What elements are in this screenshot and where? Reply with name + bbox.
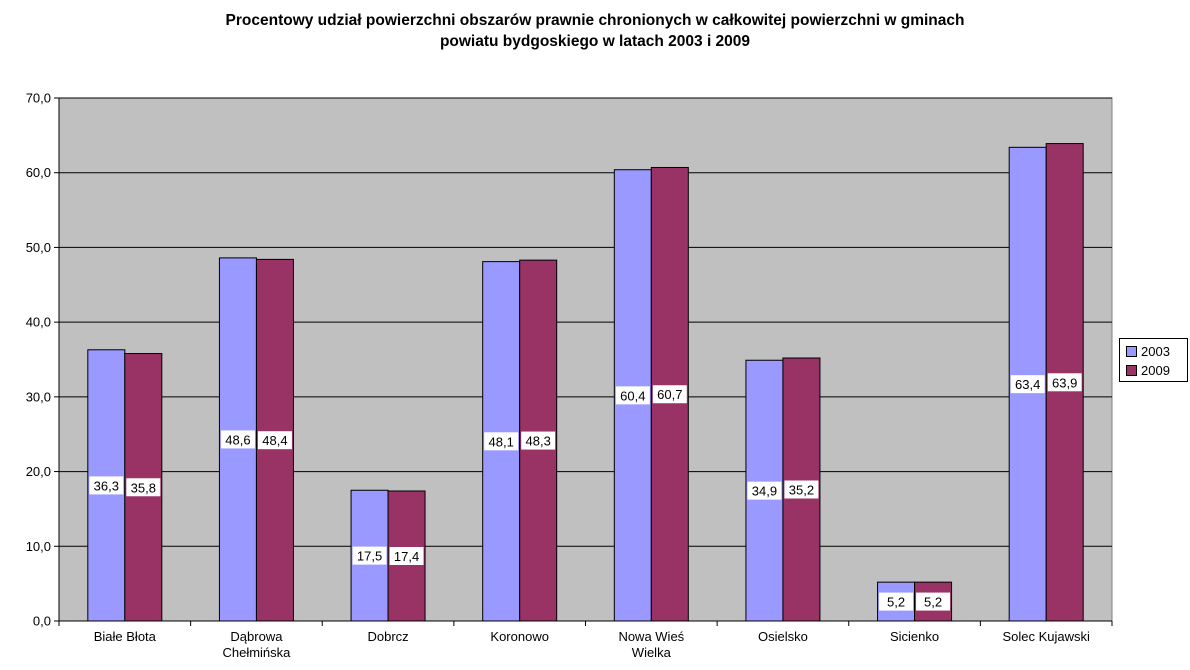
data-label-2003: 63,4 bbox=[1015, 377, 1040, 392]
data-label-box bbox=[784, 480, 819, 499]
data-label-2009: 48,4 bbox=[262, 433, 287, 448]
data-label-2003: 34,9 bbox=[752, 484, 777, 499]
data-label-2003: 36,3 bbox=[94, 478, 119, 493]
data-label-2009: 35,8 bbox=[131, 480, 156, 495]
chart-legend: 2003 2009 bbox=[1119, 338, 1188, 382]
data-label-2009: 63,9 bbox=[1052, 375, 1077, 390]
data-label-2003: 60,4 bbox=[620, 388, 645, 403]
x-category-label: Solec Kujawski bbox=[1002, 629, 1090, 644]
y-tick-label: 50,0 bbox=[26, 240, 51, 255]
y-tick-label: 0,0 bbox=[33, 614, 51, 629]
y-tick-label: 60,0 bbox=[26, 165, 51, 180]
data-label-box bbox=[389, 546, 424, 565]
data-label-box bbox=[652, 385, 687, 404]
data-label-2009: 48,3 bbox=[526, 434, 551, 449]
data-label-2003: 17,5 bbox=[357, 549, 382, 564]
data-label-box bbox=[352, 546, 387, 565]
data-label-box bbox=[1010, 375, 1045, 394]
data-label-box bbox=[521, 431, 556, 450]
legend-swatch-2003 bbox=[1126, 345, 1137, 357]
data-label-box bbox=[879, 592, 914, 611]
x-category-label: Nowa Wieś bbox=[618, 629, 684, 644]
plot-area bbox=[58, 97, 1113, 622]
data-label-2009: 5,2 bbox=[924, 595, 942, 610]
data-label-box bbox=[257, 431, 292, 450]
data-label-box bbox=[747, 481, 782, 500]
data-label-box bbox=[220, 430, 255, 449]
legend-label-2003: 2003 bbox=[1141, 343, 1170, 359]
y-tick-label: 70,0 bbox=[26, 91, 51, 106]
data-label-box bbox=[916, 592, 951, 611]
data-label-box bbox=[1047, 373, 1082, 392]
chart-title-line-2: powiatu bydgoskiego w latach 2003 i 2009 bbox=[439, 33, 751, 50]
y-tick-label: 10,0 bbox=[26, 539, 51, 554]
x-category-label: Chełmińska bbox=[222, 645, 291, 660]
x-category-label: Koronowo bbox=[490, 629, 549, 644]
y-tick-label: 40,0 bbox=[26, 315, 51, 330]
legend-label-2009: 2009 bbox=[1141, 362, 1170, 378]
x-category-label: Dąbrowa bbox=[230, 629, 283, 644]
data-label-2009: 17,4 bbox=[394, 549, 419, 564]
chart-title: Procentowy udział powierzchni obszarów p… bbox=[0, 10, 1190, 52]
legend-item-2003: 2003 bbox=[1126, 343, 1170, 359]
x-category-label: Dobrcz bbox=[367, 629, 408, 644]
data-label-box bbox=[615, 386, 650, 405]
legend-item-2009: 2009 bbox=[1126, 362, 1170, 378]
data-label-box bbox=[484, 432, 519, 451]
data-label-2003: 5,2 bbox=[887, 595, 905, 610]
data-label-2009: 35,2 bbox=[789, 483, 814, 498]
data-label-box bbox=[89, 476, 124, 495]
data-label-2003: 48,6 bbox=[225, 432, 250, 447]
y-tick-label: 20,0 bbox=[26, 464, 51, 479]
x-category-label: Wielka bbox=[632, 645, 672, 660]
data-label-box bbox=[126, 478, 161, 497]
x-category-label: Białe Błota bbox=[94, 629, 157, 644]
y-tick-label: 30,0 bbox=[26, 389, 51, 404]
legend-swatch-2009 bbox=[1126, 364, 1137, 376]
data-label-2009: 60,7 bbox=[657, 387, 682, 402]
x-category-label: Sicienko bbox=[890, 629, 939, 644]
chart-title-line-1: Procentowy udział powierzchni obszarów p… bbox=[225, 12, 965, 29]
data-label-2003: 48,1 bbox=[489, 434, 514, 449]
x-category-label: Osielsko bbox=[758, 629, 808, 644]
